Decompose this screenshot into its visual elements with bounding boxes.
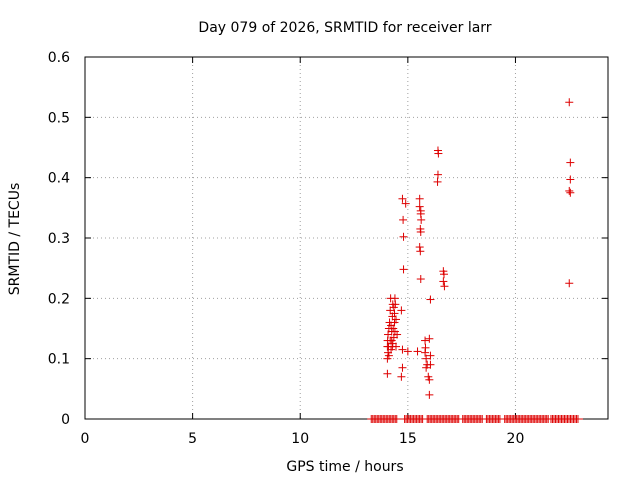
- tick-labels: 0 5 10 15 20 0 0.1 0.2 0.3 0.4 0.5 0.6: [48, 50, 525, 447]
- data-point: [433, 177, 442, 186]
- y-tick-label: 0.3: [48, 231, 70, 247]
- data-point: [422, 363, 431, 372]
- data-point: [426, 351, 435, 360]
- data-point: [416, 227, 425, 236]
- y-tick-label: 0: [61, 412, 70, 428]
- data-point: [433, 170, 442, 179]
- data-point: [391, 300, 400, 309]
- data-point: [425, 375, 434, 384]
- data-point: [415, 202, 424, 211]
- data-point: [415, 243, 424, 252]
- x-tick-label: 20: [507, 431, 525, 447]
- y-tick-label: 0.5: [48, 110, 70, 126]
- data-point: [390, 309, 399, 318]
- data-point: [565, 279, 574, 288]
- data-point: [388, 342, 397, 351]
- grid-lines: [85, 57, 608, 419]
- data-point: [403, 347, 412, 356]
- data-point: [398, 194, 407, 203]
- x-tick-label: 15: [399, 431, 417, 447]
- y-tick-label: 0.1: [48, 352, 70, 368]
- data-point: [417, 215, 426, 224]
- data-point: [413, 347, 422, 356]
- data-point: [425, 390, 434, 399]
- data-point: [390, 318, 399, 327]
- data-point: [383, 369, 392, 378]
- data-point: [399, 232, 408, 241]
- zero-value-points: [367, 415, 403, 423]
- data-point: [434, 149, 443, 158]
- data-point: [401, 199, 410, 208]
- zero-value-points: [546, 415, 583, 423]
- x-tick-label: 5: [188, 431, 197, 447]
- data-point: [426, 295, 435, 304]
- data-point: [422, 354, 431, 363]
- data-point: [416, 247, 425, 256]
- data-point: [399, 215, 408, 224]
- zero-value-points: [500, 415, 553, 423]
- data-point: [566, 175, 575, 184]
- data-point: [397, 306, 406, 315]
- x-tick-label: 0: [81, 431, 90, 447]
- data-point: [415, 194, 424, 203]
- x-tick-label: 10: [291, 431, 309, 447]
- data-point: [384, 324, 393, 333]
- data-point: [565, 186, 574, 195]
- data-point: [384, 351, 393, 360]
- data-points: [367, 98, 583, 423]
- data-point: [398, 345, 407, 354]
- data-point: [390, 327, 399, 336]
- data-point: [440, 282, 449, 291]
- data-point: [425, 334, 434, 343]
- y-tick-label: 0.2: [48, 291, 70, 307]
- data-point: [421, 336, 430, 345]
- y-tick-label: 0.6: [48, 50, 70, 66]
- data-point: [397, 372, 406, 381]
- zero-value-points: [423, 415, 464, 423]
- data-point: [416, 275, 425, 284]
- data-point: [398, 363, 407, 372]
- data-point: [566, 188, 575, 197]
- y-tick-label: 0.4: [48, 171, 70, 187]
- data-point: [386, 336, 395, 345]
- data-point: [399, 265, 408, 274]
- data-point: [565, 98, 574, 107]
- data-point: [426, 360, 435, 369]
- data-point: [566, 158, 575, 167]
- y-axis-label: SRMTID / TECUs: [7, 183, 23, 296]
- data-point: [421, 343, 430, 352]
- chart-title: Day 079 of 2026, SRMTID for receiver lar…: [198, 20, 491, 36]
- data-point: [439, 277, 448, 286]
- zero-value-points: [458, 415, 488, 423]
- x-axis-label: GPS time / hours: [286, 459, 403, 475]
- data-point: [439, 270, 448, 279]
